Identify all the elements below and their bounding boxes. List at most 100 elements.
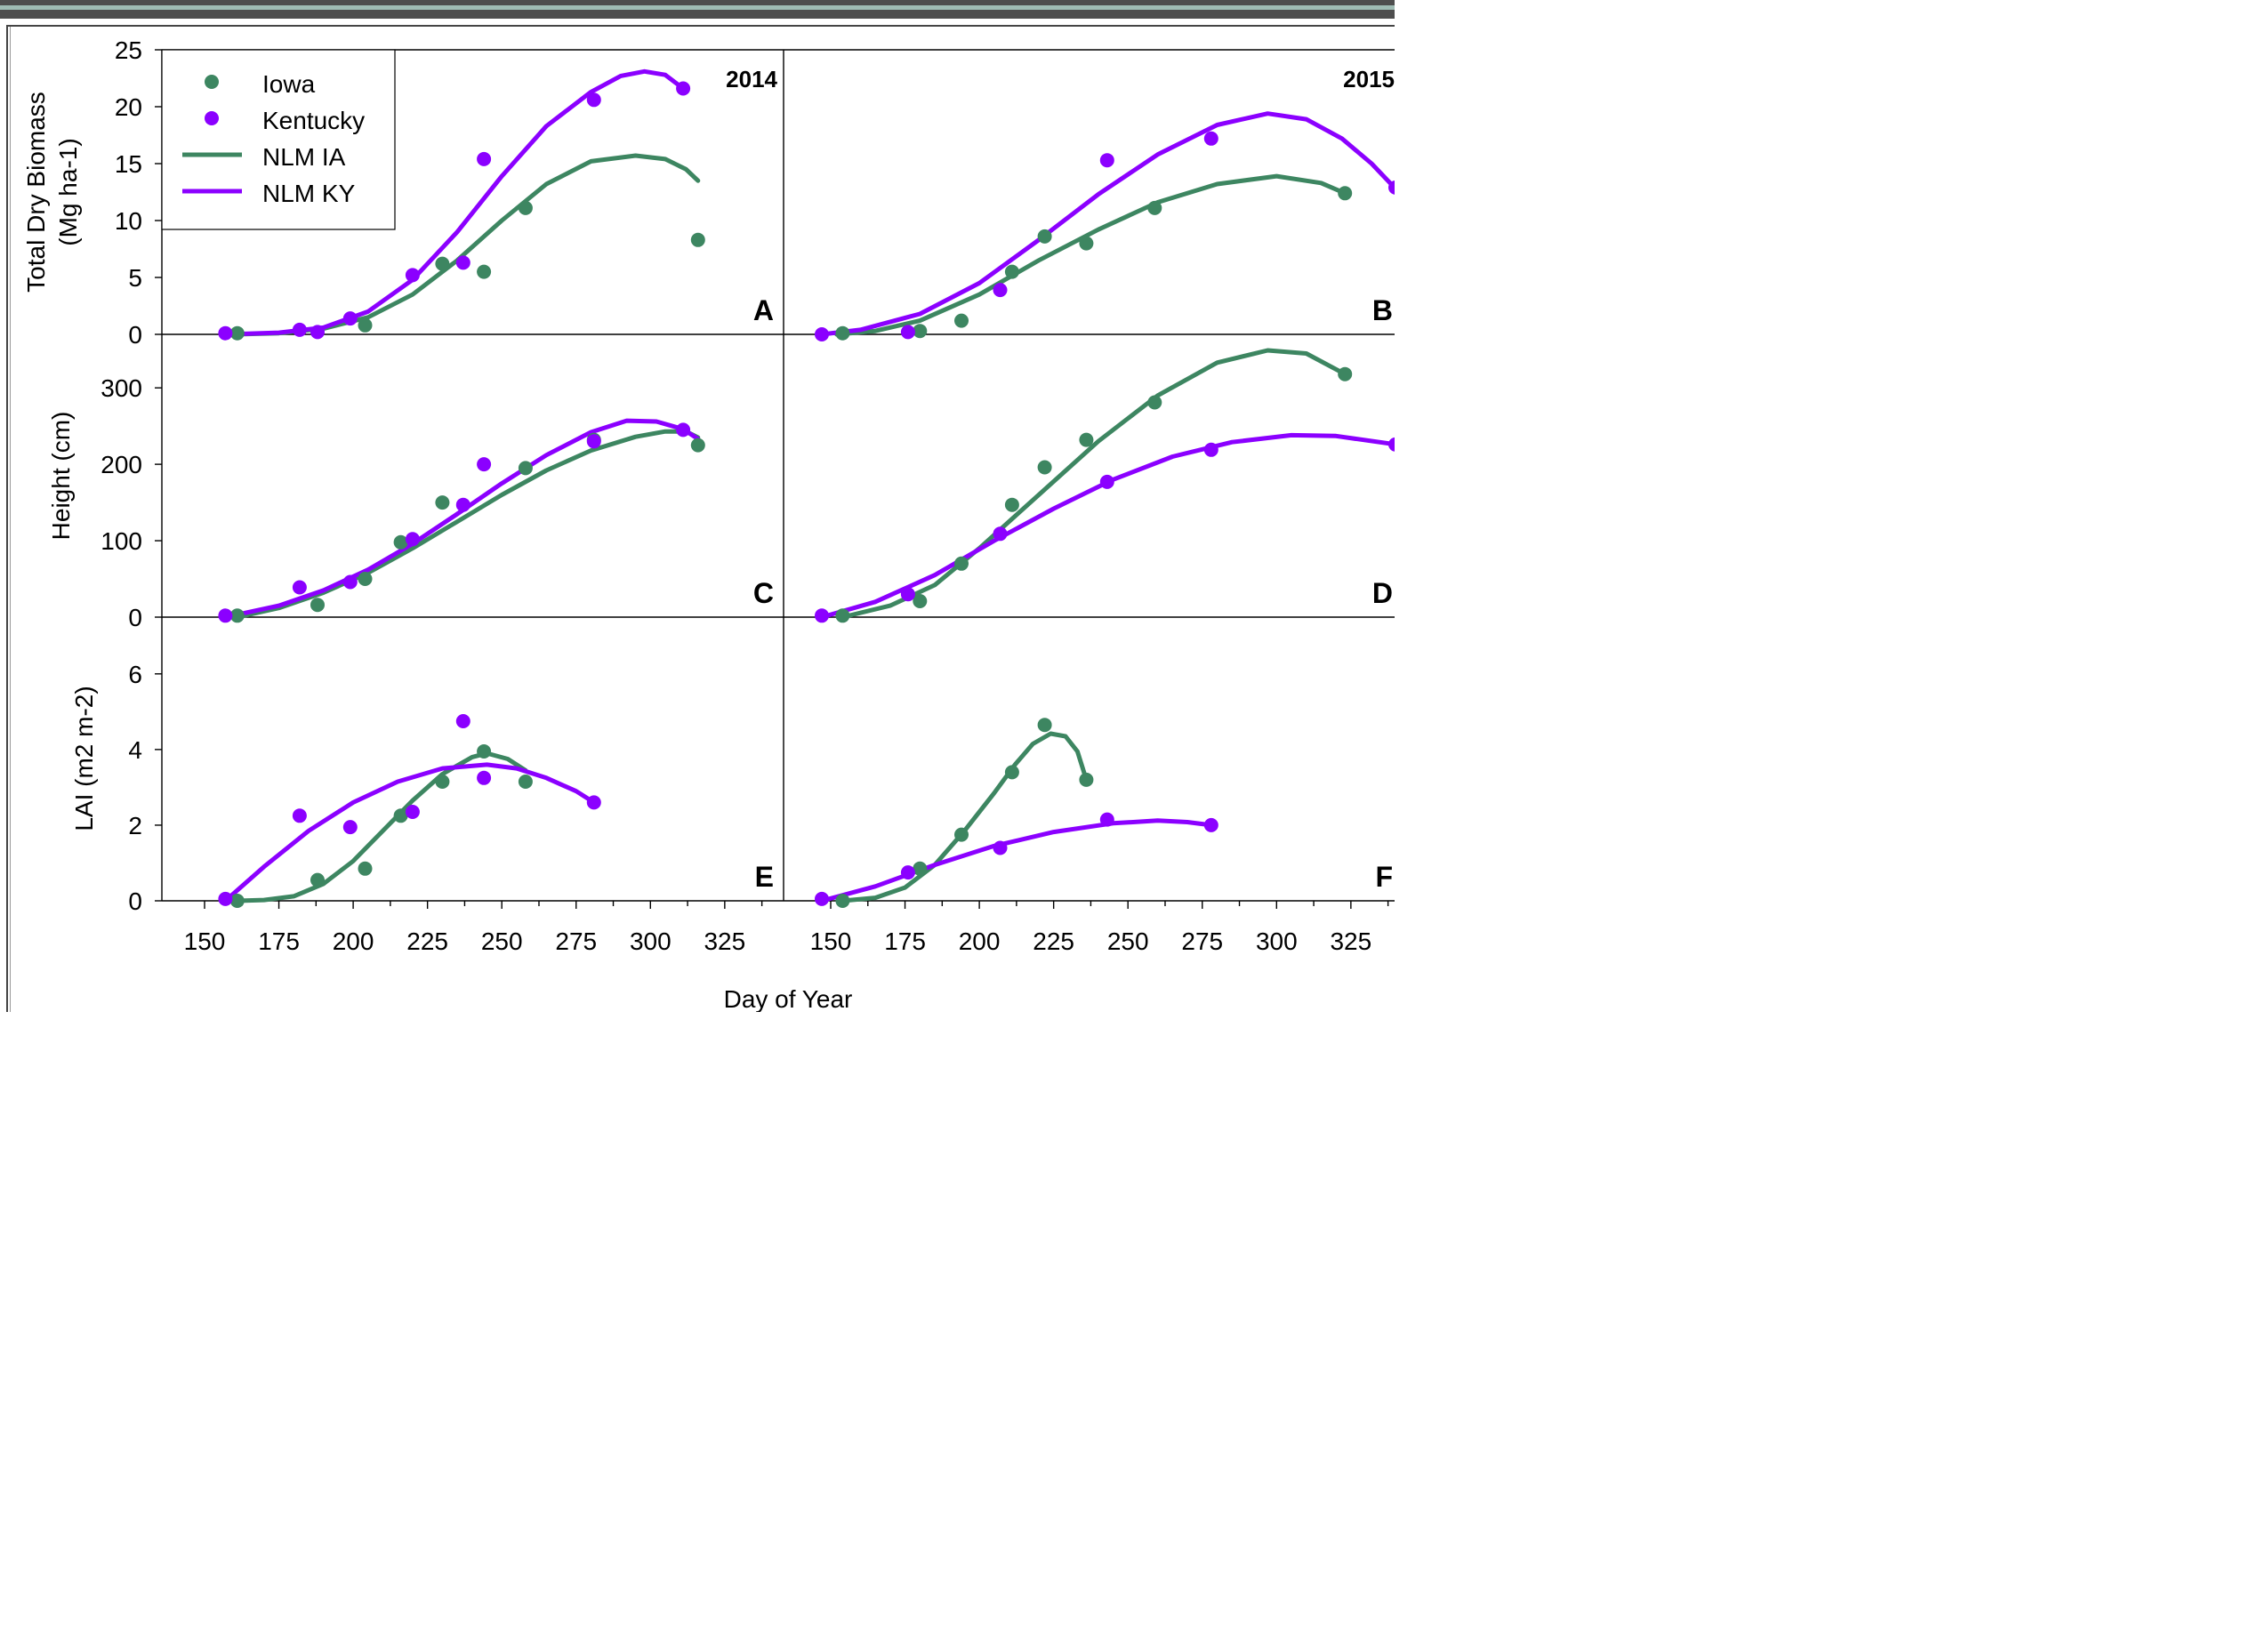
point-iowa-panel-b	[1004, 264, 1019, 279]
point-iowa-panel-c	[690, 438, 705, 453]
point-iowa-panel-e	[435, 775, 450, 789]
legend-label: NLM KY	[262, 180, 356, 207]
point-kentucky-panel-d	[1203, 442, 1218, 457]
point-iowa-panel-c	[518, 461, 533, 476]
top-band-dark-lower	[0, 10, 1395, 19]
y-tick-label: 5	[128, 264, 142, 292]
point-kentucky-panel-b	[815, 327, 829, 341]
point-kentucky-panel-f	[1099, 812, 1114, 827]
x-tick-label: 225	[406, 927, 448, 955]
point-iowa-panel-b	[835, 325, 850, 341]
point-kentucky-panel-b	[993, 283, 1008, 298]
x-tick-label: 300	[1256, 927, 1298, 955]
point-iowa-panel-d	[1004, 497, 1019, 512]
point-kentucky-panel-c	[477, 457, 492, 472]
y-tick-label: 6	[128, 661, 142, 688]
x-tick-label: 150	[810, 927, 852, 955]
x-tick-label: 325	[1330, 927, 1371, 955]
point-kentucky-panel-a	[586, 92, 601, 108]
legend-marker-iowa	[205, 75, 219, 89]
x-tick-label: 175	[884, 927, 926, 955]
point-iowa-panel-d	[1079, 432, 1094, 447]
point-iowa-panel-a	[358, 317, 373, 333]
point-kentucky-panel-b	[1203, 131, 1218, 146]
legend-label: Kentucky	[262, 107, 365, 134]
point-iowa-panel-d	[954, 556, 969, 571]
point-iowa-panel-c	[310, 598, 325, 613]
y-tick-label: 0	[128, 321, 142, 349]
point-kentucky-panel-f	[815, 891, 829, 906]
point-kentucky-panel-a	[342, 311, 358, 326]
point-kentucky-panel-e	[292, 808, 307, 823]
point-kentucky-panel-e	[477, 770, 492, 785]
panel-year-2014: 2014	[726, 66, 777, 92]
point-kentucky-panel-a	[292, 322, 307, 337]
y-tick-label: 0	[128, 887, 142, 915]
point-kentucky-panel-b	[1388, 180, 1395, 195]
point-iowa-panel-b	[1338, 186, 1353, 201]
point-iowa-panel-e	[310, 872, 325, 887]
curve-nlm-ia-panel-b	[834, 173, 1347, 337]
point-kentucky-panel-a	[310, 325, 325, 340]
x-axis-title: Day of Year	[724, 985, 853, 1012]
point-iowa-panel-f	[835, 894, 850, 908]
point-iowa-panel-d	[1147, 395, 1162, 410]
point-iowa-panel-b	[913, 324, 928, 339]
top-band-teal	[0, 5, 1395, 10]
point-iowa-panel-b	[954, 313, 969, 328]
legend-label: NLM IA	[262, 143, 346, 171]
observed-points	[218, 81, 1395, 908]
point-kentucky-panel-e	[342, 820, 358, 835]
x-tick-label: 150	[184, 927, 226, 955]
curve-nlm-ia-panel-f	[840, 731, 1089, 903]
y-axis-title-text: LAI (m2 m-2)	[70, 686, 98, 831]
y-axis-title-text: Height (cm)	[47, 412, 75, 541]
point-kentucky-panel-c	[676, 422, 691, 438]
y-axis-title-line1: Total Dry Biomass	[22, 92, 50, 293]
point-iowa-panel-c	[393, 534, 408, 550]
y-axis-title-biomass: Total Dry Biomass (Mg ha-1)	[22, 92, 82, 293]
point-iowa-panel-b	[1079, 236, 1094, 251]
y-tick-label: 0	[128, 604, 142, 631]
panel-label-b: B	[1372, 294, 1393, 326]
point-kentucky-panel-a	[405, 268, 420, 283]
panel-label-d: D	[1372, 577, 1393, 609]
x-tick-label: 175	[258, 927, 300, 955]
point-iowa-panel-d	[1037, 460, 1052, 475]
y-axis-title-height: Height (cm)	[47, 412, 75, 541]
point-kentucky-panel-c	[292, 580, 307, 595]
point-iowa-panel-e	[358, 861, 373, 876]
point-kentucky-panel-c	[405, 532, 420, 547]
x-tick-label: 275	[1181, 927, 1223, 955]
legend-label: Iowa	[262, 70, 316, 98]
curve-nlm-ia-panel-d	[840, 348, 1347, 620]
x-tick-label: 325	[704, 927, 745, 955]
point-iowa-panel-f	[913, 861, 928, 876]
point-iowa-panel-a	[477, 264, 492, 279]
y-axis-title-lai: LAI (m2 m-2)	[70, 686, 98, 831]
curve-nlm-ky-panel-b	[819, 111, 1395, 337]
point-iowa-panel-e	[229, 894, 245, 908]
point-kentucky-panel-a	[455, 255, 470, 270]
point-iowa-panel-f	[1079, 772, 1094, 787]
x-tick-label: 250	[1107, 927, 1149, 955]
point-iowa-panel-f	[954, 827, 969, 842]
legend: Iowa Kentucky NLM IA NLM KY	[161, 49, 396, 230]
point-iowa-panel-f	[1037, 718, 1052, 733]
panel-label-a: A	[753, 294, 774, 326]
top-band-dark	[0, 0, 1395, 5]
y-tick-label: 100	[101, 527, 142, 555]
point-kentucky-panel-c	[455, 497, 470, 512]
y-axis-title-line2: (Mg ha-1)	[54, 138, 82, 245]
x-tick-label: 225	[1033, 927, 1074, 955]
point-iowa-panel-e	[393, 808, 408, 823]
x-tick-label: 300	[630, 927, 672, 955]
y-tick-label: 10	[115, 207, 142, 235]
point-kentucky-panel-f	[1203, 817, 1218, 832]
panel-label-f: F	[1375, 861, 1393, 893]
point-iowa-panel-e	[477, 744, 492, 759]
x-tick-label: 250	[481, 927, 523, 955]
point-kentucky-panel-b	[900, 325, 915, 340]
